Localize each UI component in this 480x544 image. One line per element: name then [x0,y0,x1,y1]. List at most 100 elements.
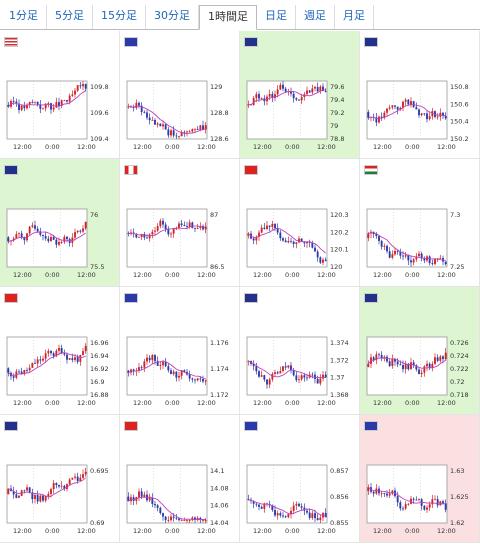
candle-body [260,375,263,377]
tab-timeframe[interactable]: 月足 [335,5,374,29]
x-tick-label: 0:00 [45,399,60,407]
rate-panel[interactable]: 0.726 0.724 0.722 0.72 0.718 12:00 0:00 12:00 [360,287,480,415]
candle-body [84,221,87,229]
y-tick-label: 109.4 [90,135,109,143]
candle-body [396,250,399,252]
candle-body [295,242,298,244]
rate-panel[interactable]: 1.176 1.174 1.172 12:00 0:00 12:00 [120,287,240,415]
rate-panel[interactable]: 150.8 150.6 150.4 150.2 12:00 0:00 12:00 [360,31,480,159]
rate-panel[interactable]: 76 75.5 12:00 0:00 12:00 [0,159,120,287]
candle-body [154,503,156,506]
candle-body [324,259,327,261]
tab-timeframe[interactable]: 15分足 [93,5,146,29]
y-tick-label: 7.25 [450,263,464,271]
candle-body [191,222,194,229]
candle-body [412,362,415,366]
candle-body [167,366,170,371]
candle-body [194,517,196,520]
tab-timeframe[interactable]: 30分足 [146,5,199,29]
rate-panel[interactable]: 1.374 1.372 1.37 1.368 12:00 0:00 12:00 [240,287,360,415]
rate-panel[interactable]: 109.8 109.6 109.4 12:00 0:00 12:00 [0,31,120,159]
x-tick-label: 12:00 [373,399,392,407]
eu-flag-icon [364,421,378,431]
candle-body [154,355,156,361]
tab-timeframe[interactable]: 1分足 [1,5,47,29]
candle-body [274,372,276,374]
rate-panel[interactable]: 7.3 7.25 12:00 0:00 12:00 [360,159,480,287]
candle-body [292,93,295,99]
candle-body [319,257,322,263]
candle-body [407,503,410,505]
rate-panel[interactable]: 1.63 1.625 1.62 12:00 0:00 12:00 [360,415,480,543]
candle-body [386,108,388,113]
candle-body [162,513,164,517]
y-tick-label: 0.724 [450,352,469,360]
candle-body [306,377,308,379]
candle-body [391,105,394,108]
x-tick-label: 0:00 [405,527,420,535]
tab-timeframe[interactable]: 週足 [296,5,335,29]
candle-body [255,94,258,99]
candle-body [388,251,391,258]
tab-timeframe[interactable]: 5分足 [47,5,93,29]
candle-body [52,353,55,357]
y-tick-label: 1.174 [210,365,229,373]
y-tick-label: 16.96 [90,339,109,347]
y-tick-label: 120.2 [330,228,349,236]
candle-body [375,234,378,237]
candle-body [7,368,10,373]
candle-body [271,94,274,98]
y-tick-label: 120.3 [330,211,349,219]
candle-body [138,367,140,371]
candle-body [410,260,412,263]
pair-header [364,34,380,50]
candle-body [383,245,386,247]
candle-body [268,225,271,227]
candle-body [423,366,426,373]
rate-panel[interactable]: 14.1 14.08 14.06 14.04 12:00 0:00 12:00 [120,415,240,543]
candle-body [426,363,428,367]
candle-body [26,104,28,109]
eu-flag-icon [124,37,138,47]
candle-body [255,236,258,241]
rate-panel[interactable]: 87 86.5 12:00 0:00 12:00 [120,159,240,287]
candle-body [196,228,199,229]
candle-body [204,125,207,130]
y-tick-label: 87 [210,211,218,219]
rate-panel[interactable]: 79.6 79.4 79.2 79 78.8 12:00 0:00 12:00 [240,31,360,159]
candle-body [316,518,319,521]
nz-flag-icon [4,421,18,431]
rate-panel[interactable]: 0.695 0.69 12:00 0:00 12:00 [0,415,120,543]
rate-panel[interactable]: 16.96 16.94 16.92 16.9 16.88 12:00 0:00 12:00 [0,287,120,415]
candle-body [58,241,60,245]
au-flag-icon [244,37,258,47]
candle-body [196,378,199,381]
candle-body [20,233,23,237]
rate-panel[interactable]: 120.3 120.2 120.1 120 12:00 0:00 12:00 [240,159,360,287]
tab-timeframe[interactable]: 日足 [257,5,296,29]
tab-timeframe[interactable]: 1時間足 [199,5,257,30]
candle-body [55,482,58,486]
y-tick-label: 1.372 [330,356,349,364]
y-tick-label: 75.5 [90,263,104,271]
candle-body [407,99,410,105]
candle-body [303,375,306,378]
candle-body [162,361,164,366]
y-tick-label: 79.4 [330,96,344,104]
pair-header [124,162,140,178]
candle-body [58,485,60,487]
candle-body [138,236,140,238]
x-tick-label: 0:00 [285,527,300,535]
candle-body [172,371,175,375]
candle-body [386,493,388,496]
candle-body [202,226,204,230]
candle-body [66,100,68,102]
moving-average-line [8,477,86,498]
x-tick-label: 12:00 [373,271,392,279]
candle-body [324,90,327,92]
rate-panel[interactable]: 0.857 0.856 0.855 12:00 0:00 12:00 [240,415,360,543]
rate-panel[interactable]: 129 128.8 128.6 12:00 0:00 12:00 [120,31,240,159]
candle-body [76,85,79,91]
candle-body [39,104,42,109]
